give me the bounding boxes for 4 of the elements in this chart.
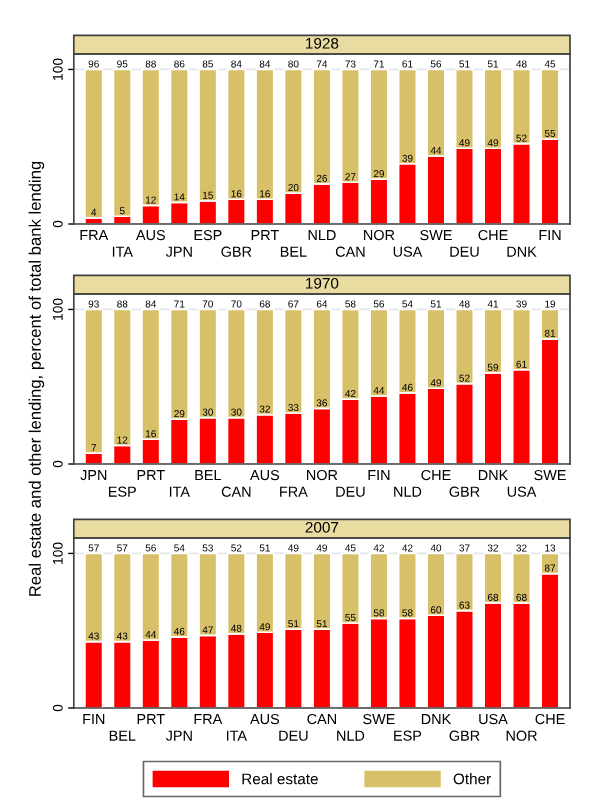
bar — [84, 68, 104, 219]
bar — [84, 308, 104, 455]
y-axis-title: Real estate and other lending, percent of total bank lending — [28, 161, 45, 596]
bar — [112, 68, 132, 218]
